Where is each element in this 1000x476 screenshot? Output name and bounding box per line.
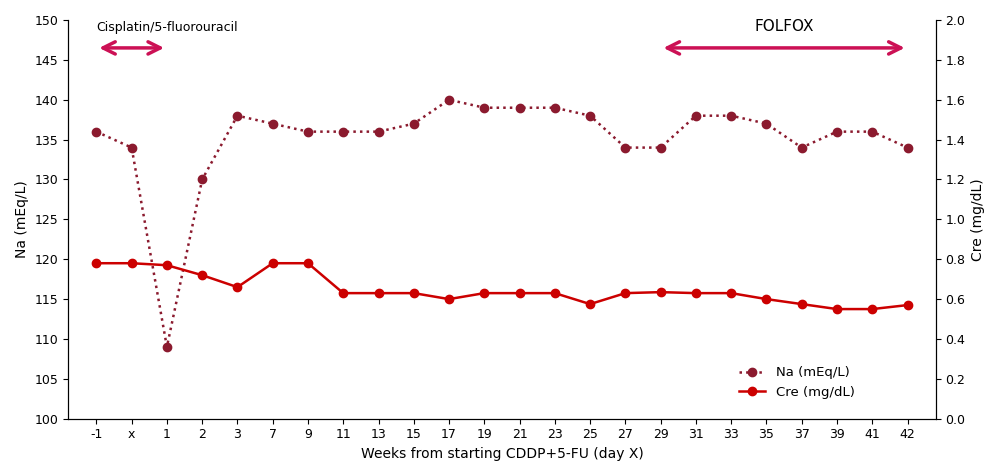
X-axis label: Weeks from starting CDDP+5-FU (day X): Weeks from starting CDDP+5-FU (day X) bbox=[361, 447, 643, 461]
Text: Cisplatin/5-fluorouracil: Cisplatin/5-fluorouracil bbox=[96, 21, 238, 34]
Text: FOLFOX: FOLFOX bbox=[754, 20, 814, 34]
Y-axis label: Cre (mg/dL): Cre (mg/dL) bbox=[971, 178, 985, 261]
Legend: Na (mEq/L), Cre (mg/dL): Na (mEq/L), Cre (mg/dL) bbox=[733, 361, 860, 404]
Y-axis label: Na (mEq/L): Na (mEq/L) bbox=[15, 180, 29, 258]
